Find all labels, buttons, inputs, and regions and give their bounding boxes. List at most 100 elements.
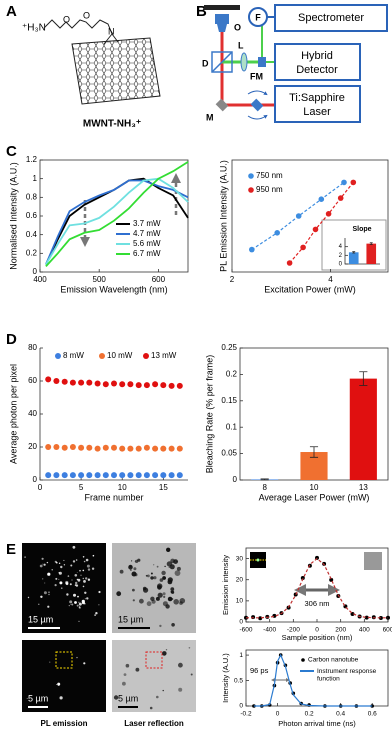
speckle <box>74 601 77 604</box>
data-point <box>94 472 101 479</box>
data-point <box>143 382 150 389</box>
x-tick-label: 0 <box>38 483 43 492</box>
data-point <box>337 195 344 201</box>
error-bar <box>369 242 373 245</box>
y-tick-label: 0 <box>239 619 243 626</box>
speckle <box>131 571 137 577</box>
x-tick-label: 10 <box>310 483 319 492</box>
legend-label: 950 nm <box>256 185 283 194</box>
error-bar <box>352 251 356 254</box>
speckle <box>82 585 85 588</box>
data-point <box>300 244 306 251</box>
legend-label: 3.7 mW <box>133 219 161 228</box>
speckle <box>70 564 73 567</box>
data-point <box>53 472 60 479</box>
data-point <box>45 376 52 383</box>
speckle <box>59 581 63 585</box>
speckle <box>72 560 76 563</box>
y-axis-label: Average photon per pixel <box>8 364 18 464</box>
image-caption: PL emission <box>41 719 88 728</box>
speckle <box>98 590 101 594</box>
data-point <box>176 445 183 452</box>
x-tick-label: 10 <box>118 483 127 492</box>
speckle <box>125 663 130 668</box>
x-tick-label: 5 <box>79 483 84 492</box>
component-label: M <box>206 112 214 122</box>
speckle <box>41 557 44 560</box>
speckle <box>39 564 43 568</box>
speckle <box>87 578 91 581</box>
legend-label: Instrument response function <box>317 668 378 683</box>
speckle <box>42 563 44 565</box>
speckle <box>168 566 170 568</box>
speckle <box>165 604 170 609</box>
rotation-arrow <box>247 90 268 96</box>
speckle <box>166 547 171 552</box>
series-line <box>45 177 189 265</box>
speckle <box>157 592 163 598</box>
data-point <box>127 381 134 388</box>
speckle <box>46 561 49 564</box>
series-line <box>246 557 388 619</box>
y-tick-label: 1 <box>239 652 243 659</box>
plot-frame <box>39 159 189 273</box>
data-point <box>286 260 293 266</box>
speckle <box>71 579 73 581</box>
data-point <box>325 211 332 217</box>
data-point <box>274 230 281 236</box>
speckle <box>167 596 173 602</box>
legend-marker <box>301 658 305 662</box>
x-axis-label: Photon arrival time (ns) <box>278 719 356 728</box>
speckle <box>76 572 78 573</box>
data-point <box>341 179 347 186</box>
speckle <box>161 570 166 576</box>
instrument-box <box>274 4 388 32</box>
speckle <box>77 578 81 582</box>
x-axis-label: Frame number <box>84 492 143 502</box>
speckle <box>130 569 132 572</box>
series-line <box>253 653 373 707</box>
speckle <box>146 601 152 607</box>
speckle <box>91 567 95 570</box>
y-axis-label: Normalised Intensity (A.U.) <box>8 162 18 270</box>
scale-label: 5 µm <box>118 693 138 703</box>
panel-label: D <box>6 331 17 348</box>
scale-label: 15 µm <box>118 614 143 624</box>
speckle <box>164 565 166 568</box>
legend-label: 4.7 mW <box>133 229 161 238</box>
x-axis-label: Sample position (nm) <box>282 633 353 642</box>
x-tick-label: 0 <box>276 711 280 718</box>
sample-plate <box>204 5 240 10</box>
speckle <box>150 572 153 575</box>
speckle <box>71 603 74 606</box>
speckle <box>54 560 57 563</box>
image-caption: Laser reflection <box>124 719 184 728</box>
speckle <box>69 583 72 586</box>
error-bar <box>260 478 269 481</box>
series-line <box>289 182 354 264</box>
speckle <box>162 576 167 580</box>
bar <box>366 243 377 264</box>
data-point <box>295 213 302 219</box>
x-tick-label: 200 <box>335 627 346 634</box>
data-point <box>119 381 126 388</box>
y-axis-label: Emission intensity <box>221 555 230 615</box>
speckle <box>171 598 174 600</box>
legend-label: 10 mW <box>107 351 133 360</box>
data-point <box>135 445 142 452</box>
x-tick-label: 0 <box>315 627 319 634</box>
speckle <box>80 574 82 576</box>
rotation-arrow <box>247 114 268 120</box>
speckle <box>123 673 127 676</box>
panel-label: A <box>6 3 17 20</box>
speckle <box>57 682 61 686</box>
y-tick-label: 0.8 <box>26 192 38 201</box>
y-tick-label: 0.4 <box>26 230 38 239</box>
speckle <box>173 599 179 605</box>
data-point <box>249 246 255 253</box>
y-tick-label: 0 <box>233 475 238 484</box>
speckle <box>75 559 78 561</box>
y-tick-label: 0.15 <box>221 396 237 405</box>
speckle <box>84 598 86 600</box>
data-point <box>86 472 93 479</box>
